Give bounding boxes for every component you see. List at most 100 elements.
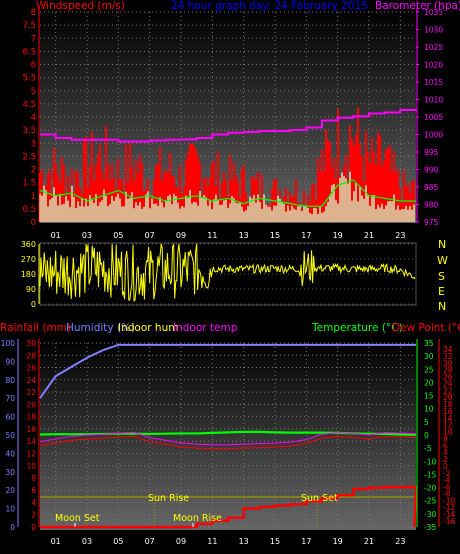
moon-set-label: Moon Set (55, 513, 100, 524)
sun-set-label: Sun Set (301, 493, 338, 504)
baro-tick-label: 995 (424, 148, 439, 157)
rain-tick-label: 18 (26, 413, 36, 422)
temperature-tick-label: 30 (424, 352, 434, 361)
temperature-tick-label: 35 (424, 339, 434, 348)
temperature-tick-label: -10 (424, 457, 436, 466)
sun-rise-label: Sun Rise (148, 493, 189, 504)
dew-point-tick-label: -16 (443, 517, 455, 526)
humidity-tick-label: 60 (5, 413, 15, 422)
graph-title: 24 hour graph day: 24 February 2015 (171, 0, 368, 12)
dew-point-tick-label: 0 (443, 462, 448, 471)
humidity-tick-label: 90 (5, 357, 15, 366)
wind-tick-label: 1.5 (22, 179, 36, 189)
compass-n-top: N (438, 238, 446, 251)
humidity-line (39, 343, 416, 399)
x-tick-label: 05 (113, 231, 123, 240)
wind-average-series (39, 171, 416, 222)
dew-point-axis-label: Dew Point (°C) (392, 322, 460, 334)
dew-point-tick-label: -6 (443, 483, 451, 492)
dew-point-tick-label: 30 (443, 359, 453, 368)
baro-tick-label: 1015 (424, 78, 443, 87)
baro-tick-label: 980 (424, 201, 439, 210)
x-tick-label: 13 (239, 537, 249, 546)
humidity-axis-label: Humidity (%) (66, 322, 135, 334)
barometer-series (40, 109, 417, 143)
dew-point-tick-label: 2 (443, 455, 448, 464)
direction-y-axis: 0 90 180 270 360 (21, 240, 40, 309)
rain-tick-label: 8 (31, 474, 36, 483)
baro-tick-label: 985 (424, 183, 439, 192)
temperature-axis-label: Temperature (°C) (311, 322, 403, 334)
indoor-temp-label: Indoor temp (173, 322, 238, 334)
temperature-tick-label: -30 (424, 510, 436, 519)
temperature-tick-label: 15 (424, 392, 434, 401)
dew-point-tick-label: 18 (443, 400, 453, 409)
baro-tick-label: 1010 (424, 96, 443, 105)
rain-tick-label: 2 (31, 511, 36, 520)
rain-tick-label: 12 (26, 449, 36, 458)
dew-point-tick-label: -2 (443, 469, 451, 478)
x-tick-label: 19 (333, 537, 343, 546)
baro-tick-label: 1025 (424, 43, 443, 52)
wind-tick-label: 8 (31, 8, 36, 18)
x-tick-label: 03 (82, 231, 92, 240)
rain-tick-label: 28 (26, 351, 36, 360)
x-tick-label: 11 (207, 231, 217, 240)
dew-point-tick-label: -12 (443, 503, 455, 512)
dew-point-tick-label: 6 (443, 441, 448, 450)
dew-point-tick-label: 20 (443, 393, 453, 402)
rain-axis-label: Rainfall (mm) (0, 322, 71, 334)
humidity-axis: 0 10 20 30 40 50 60 70 80 90 100 (1, 339, 19, 532)
dew-point-tick-label: 32 (443, 352, 453, 361)
wind-tick-label: 2 (31, 166, 36, 176)
wind-tick-label: 0.5 (22, 205, 36, 215)
rain-tick-label: 14 (26, 437, 36, 446)
x-tick-label: 09 (176, 231, 186, 240)
wind-tick-label: 6.5 (22, 47, 36, 57)
rain-tick-label: 26 (26, 364, 36, 373)
wind-tick-label: 3 (31, 139, 36, 149)
x-tick-label: 21 (364, 231, 374, 240)
wind-tick-label: 7 (31, 34, 36, 44)
humidity-tick-label: 10 (5, 505, 15, 514)
wind-direction-series (39, 243, 416, 302)
x-tick-label: 21 (364, 537, 374, 546)
dew-point-tick-label: 24 (443, 379, 453, 388)
dew-point-tick-label: 28 (443, 366, 453, 375)
wind-tick-label: 1 (31, 192, 36, 202)
x-tick-label: 13 (239, 231, 249, 240)
dew-point-tick-label: 12 (443, 421, 453, 430)
humidity-tick-label: 40 (5, 449, 15, 458)
compass-n-bottom: N (438, 300, 446, 313)
x-tick-label: 19 (333, 231, 343, 240)
wind-tick-label: 7.5 (22, 21, 36, 31)
humidity-tick-label: 50 (5, 431, 15, 440)
x-tick-label: 03 (82, 537, 92, 546)
rain-tick-label: 10 (26, 462, 36, 471)
wind-axis-label: Windspeed (m/s) (36, 0, 125, 12)
x-tick-label: 09 (176, 537, 186, 546)
wind-tick-label: 3.5 (22, 126, 36, 136)
temperature-tick-label: -25 (424, 497, 436, 506)
x-tick-label: 05 (113, 537, 123, 546)
temperature-tick-label: 10 (424, 405, 434, 414)
wind-tick-label: 4 (31, 113, 36, 123)
x-tick-label: 15 (270, 537, 280, 546)
humidity-tick-label: 80 (5, 376, 15, 385)
baro-axis-label: Barometer (hpa) (375, 0, 460, 12)
dew-point-tick-label: -14 (443, 510, 455, 519)
dew-point-tick-label: -4 (443, 476, 451, 485)
direction-tick-label: 180 (21, 270, 36, 279)
wind-tick-label: 2.5 (22, 152, 36, 162)
baro-tick-label: 1020 (424, 61, 443, 70)
dew-point-tick-label: 26 (443, 373, 453, 382)
wind-tick-label: 0 (31, 218, 36, 228)
rain-tick-label: 16 (26, 425, 36, 434)
direction-grid (40, 243, 416, 305)
rain-tick-label: 6 (31, 486, 36, 495)
wind-y-axis: 0 0.5 1 1.5 2 2.5 3 3.5 4 4.5 5 5.5 6 6.5 7 7.5 8 (22, 8, 40, 228)
dew-point-tick-label: -10 (443, 496, 455, 505)
x-tick-label: 15 (270, 231, 280, 240)
